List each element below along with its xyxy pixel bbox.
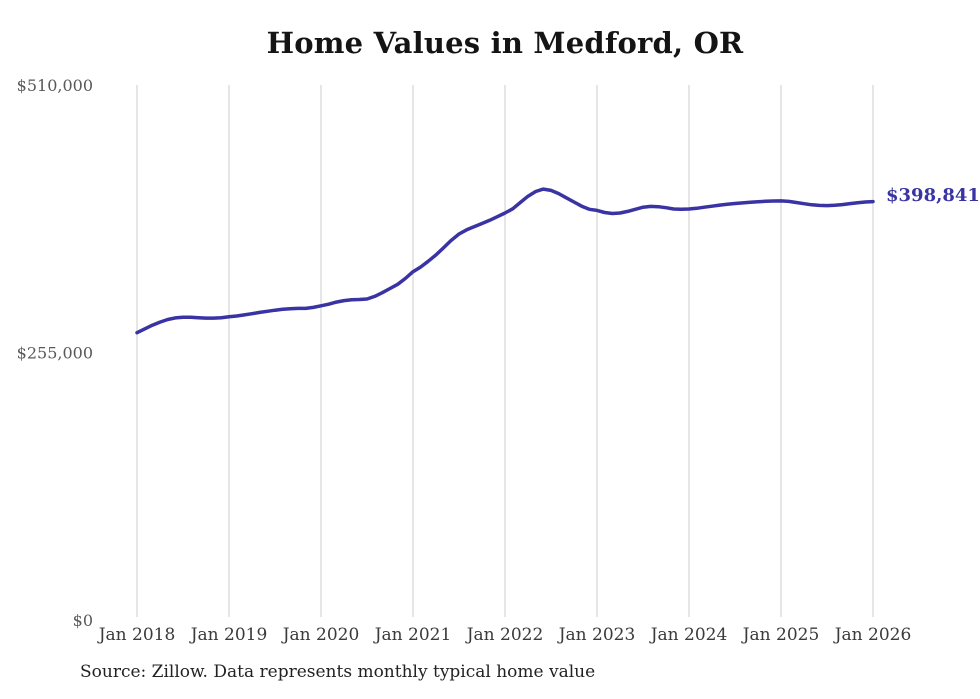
x-axis-tick-label: Jan 2023: [557, 625, 636, 645]
y-axis-tick-label: $255,000: [17, 344, 93, 363]
source-note: Source: Zillow. Data represents monthly …: [80, 662, 596, 682]
chart-title: Home Values in Medford, OR: [266, 26, 744, 60]
x-axis-tick-label: Jan 2025: [741, 625, 820, 645]
home-value-series-line: [135, 187, 875, 335]
x-axis-tick-label: Jan 2020: [281, 625, 360, 645]
x-axis-tick-label: Jan 2019: [189, 625, 268, 645]
y-axis-tick-label: $510,000: [17, 76, 93, 95]
x-axis-tick-label: Jan 2018: [97, 625, 176, 645]
x-axis-tick-label: Jan 2021: [373, 625, 452, 645]
x-axis-tick-label: Jan 2024: [649, 625, 728, 645]
x-axis-tick-label: Jan 2022: [465, 625, 544, 645]
y-axis-tick-label: $0: [73, 611, 93, 630]
x-axis-tick-label: Jan 2026: [833, 625, 912, 645]
series-end-value-label: $398,841: [886, 185, 980, 206]
